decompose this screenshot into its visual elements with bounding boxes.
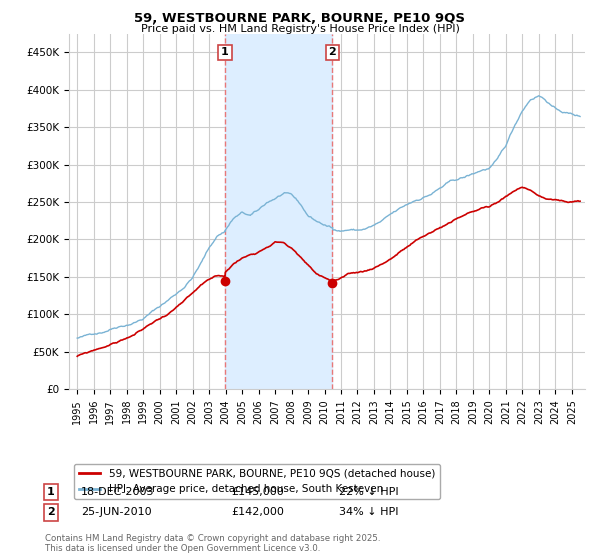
Text: £142,000: £142,000 [231, 507, 284, 517]
Text: 34% ↓ HPI: 34% ↓ HPI [339, 507, 398, 517]
Text: 2: 2 [47, 507, 55, 517]
Text: 18-DEC-2003: 18-DEC-2003 [81, 487, 155, 497]
Text: Price paid vs. HM Land Registry's House Price Index (HPI): Price paid vs. HM Land Registry's House … [140, 24, 460, 34]
Text: 1: 1 [47, 487, 55, 497]
Text: 59, WESTBOURNE PARK, BOURNE, PE10 9QS: 59, WESTBOURNE PARK, BOURNE, PE10 9QS [134, 12, 466, 25]
Text: 1: 1 [221, 47, 229, 57]
Bar [225, 34, 332, 389]
Text: 2: 2 [329, 47, 337, 57]
Text: £145,000: £145,000 [231, 487, 284, 497]
Legend: 59, WESTBOURNE PARK, BOURNE, PE10 9QS (detached house), HPI: Average price, deta: 59, WESTBOURNE PARK, BOURNE, PE10 9QS (d… [74, 464, 440, 500]
Text: 22% ↓ HPI: 22% ↓ HPI [339, 487, 398, 497]
Text: 25-JUN-2010: 25-JUN-2010 [81, 507, 152, 517]
Text: Contains HM Land Registry data © Crown copyright and database right 2025.
This d: Contains HM Land Registry data © Crown c… [45, 534, 380, 553]
